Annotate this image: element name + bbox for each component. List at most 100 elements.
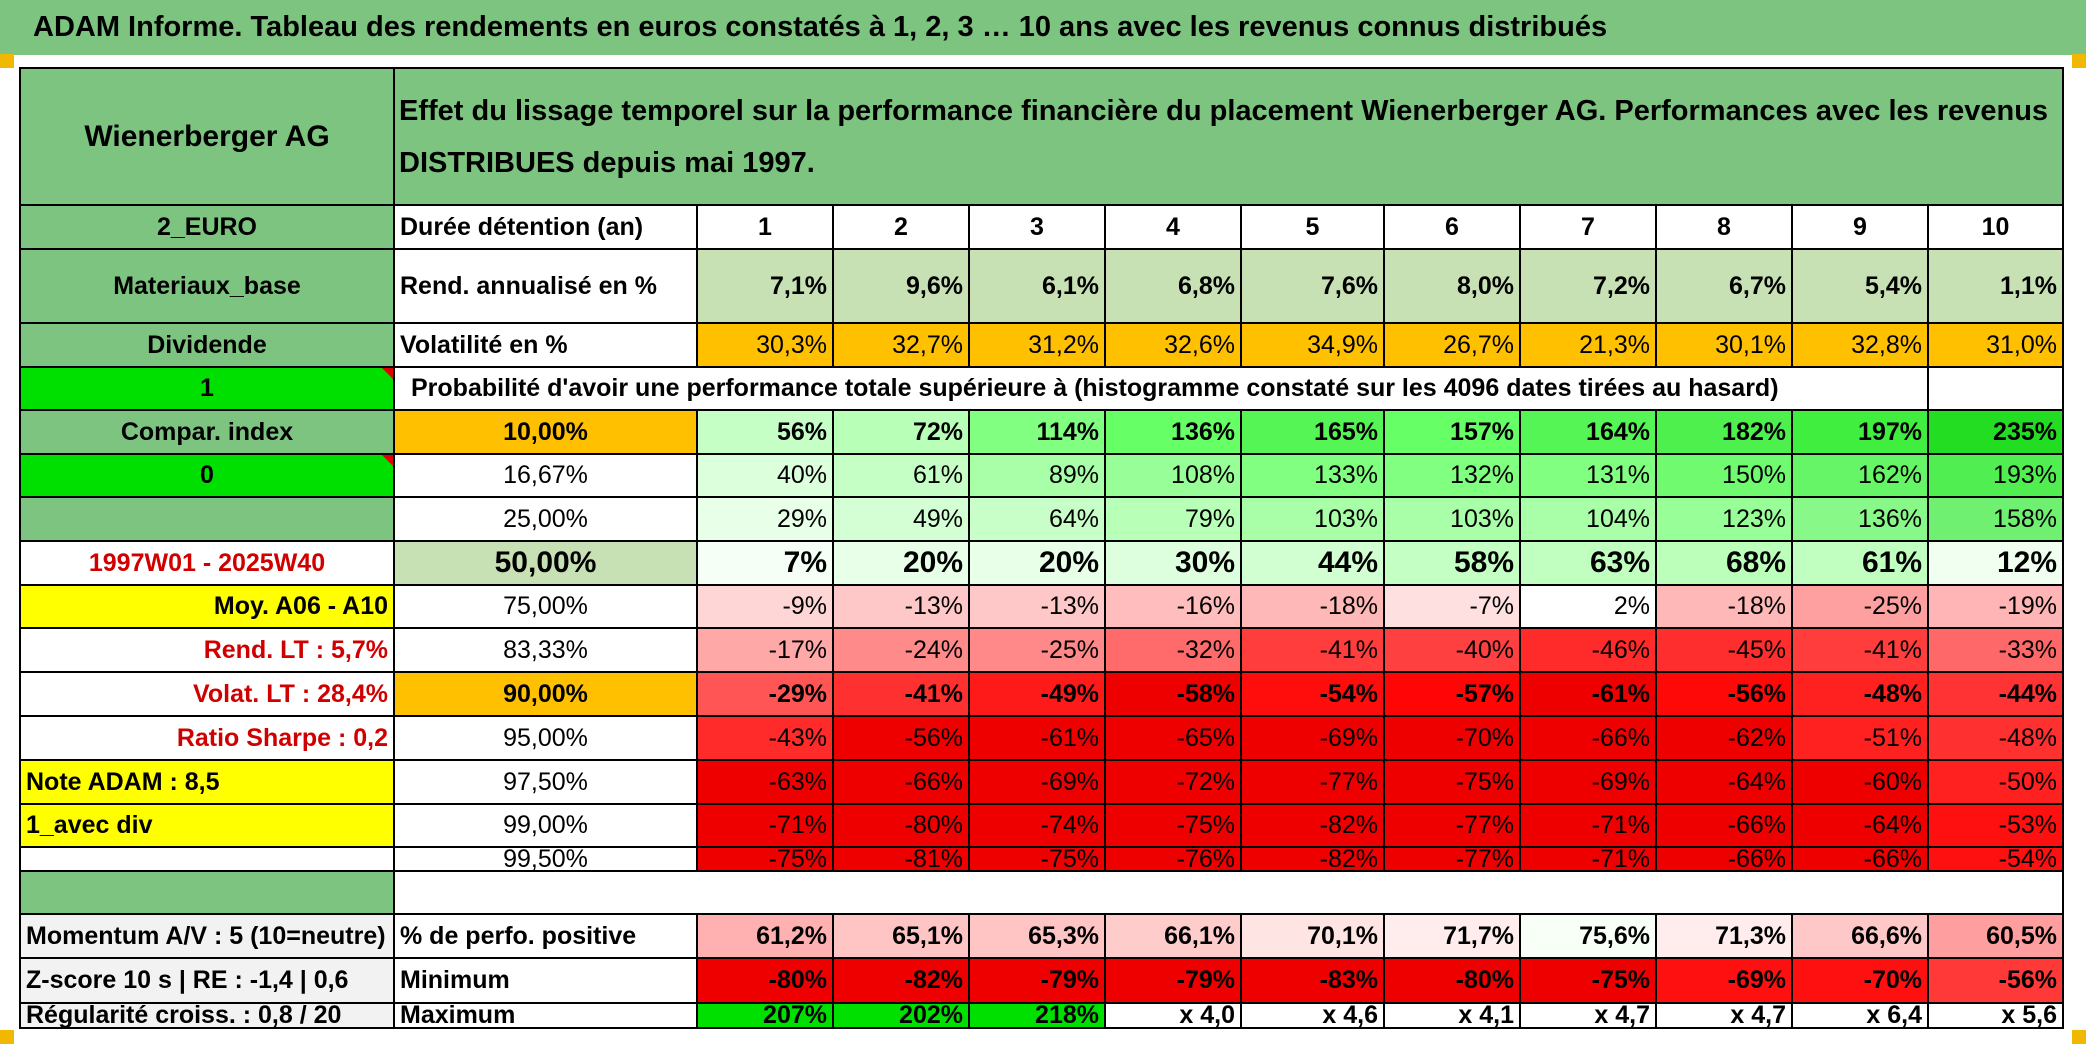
positive-label: % de perfo. positive <box>395 915 698 959</box>
volat-label: Volatilité en % <box>395 324 698 368</box>
minimum-value: -69% <box>1657 959 1793 1004</box>
quantile-value: -29% <box>698 673 834 717</box>
minimum-value: -82% <box>834 959 970 1004</box>
maximum-value: 202% <box>834 1004 970 1029</box>
quantile-value: -13% <box>834 586 970 629</box>
volat-value: 21,3% <box>1521 324 1657 368</box>
compar-index-label: Compar. index <box>21 411 395 455</box>
quantile-value: -41% <box>834 673 970 717</box>
quantile-value: -77% <box>1385 805 1521 848</box>
year-header: 4 <box>1106 206 1242 250</box>
quantile-value: -17% <box>698 629 834 673</box>
quantile-label: 10,00% <box>395 411 698 455</box>
quantile-value: 56% <box>698 411 834 455</box>
maximum-value: x 4,7 <box>1657 1004 1793 1029</box>
comment-marker-icon <box>382 455 393 466</box>
quantile-value: -77% <box>1385 848 1521 872</box>
positive-value: 71,7% <box>1385 915 1521 959</box>
avec-div-label: 1_avec div <box>21 805 395 848</box>
quantile-value: -65% <box>1106 717 1242 761</box>
volat-value: 26,7% <box>1385 324 1521 368</box>
quantile-value: 103% <box>1242 498 1385 542</box>
dividend-label: Dividende <box>21 324 395 368</box>
quantile-label: 99,00% <box>395 805 698 848</box>
comment-marker-icon <box>382 368 393 379</box>
quantile-value: 29% <box>698 498 834 542</box>
quantile-value: 63% <box>1521 542 1657 586</box>
volat-value: 30,3% <box>698 324 834 368</box>
quantile-value: -69% <box>1521 761 1657 805</box>
quantile-value: -9% <box>698 586 834 629</box>
rend-value: 9,6% <box>834 250 970 324</box>
quantile-value: -24% <box>834 629 970 673</box>
volat-value: 32,8% <box>1793 324 1929 368</box>
positive-value: 66,6% <box>1793 915 1929 959</box>
quantile-value: -54% <box>1929 848 2064 872</box>
positive-value: 66,1% <box>1106 915 1242 959</box>
proba-caption: Probabilité d'avoir une performance tota… <box>395 368 1929 411</box>
maximum-label: Maximum <box>395 1004 698 1029</box>
quantile-value: -60% <box>1793 761 1929 805</box>
quantile-value: 7% <box>698 542 834 586</box>
maximum-value: x 4,7 <box>1521 1004 1657 1029</box>
description: Effet du lissage temporel sur la perform… <box>395 69 2064 206</box>
quantile-value: 133% <box>1242 455 1385 498</box>
quantile-value: -71% <box>1521 805 1657 848</box>
quantile-value: -66% <box>1657 805 1793 848</box>
quantile-value: -62% <box>1657 717 1793 761</box>
quantile-value: -61% <box>970 717 1106 761</box>
maximum-value: x 4,6 <box>1242 1004 1385 1029</box>
quantile-value: 136% <box>1793 498 1929 542</box>
quantile-value: 68% <box>1657 542 1793 586</box>
quantile-value: 182% <box>1657 411 1793 455</box>
quantile-value: 2% <box>1521 586 1657 629</box>
quantile-value: 114% <box>970 411 1106 455</box>
quantile-value: -66% <box>1657 848 1793 872</box>
quantile-value: 20% <box>834 542 970 586</box>
quantile-value: -13% <box>970 586 1106 629</box>
quantile-value: -64% <box>1793 805 1929 848</box>
empty-cell <box>21 848 395 872</box>
quantile-value: -63% <box>698 761 834 805</box>
year-header: 9 <box>1793 206 1929 250</box>
spacer-cell <box>21 872 395 915</box>
quantile-label: 90,00% <box>395 673 698 717</box>
quantile-value: -40% <box>1385 629 1521 673</box>
quantile-value: -66% <box>834 761 970 805</box>
quantile-value: -58% <box>1106 673 1242 717</box>
year-header: 10 <box>1929 206 2064 250</box>
maximum-value: 207% <box>698 1004 834 1029</box>
flag-zero: 0 <box>21 455 395 498</box>
moy-label: Moy. A06 - A10 <box>21 586 395 629</box>
currency-label: 2_EURO <box>21 206 395 250</box>
rend-value: 7,1% <box>698 250 834 324</box>
quantile-value: -75% <box>970 848 1106 872</box>
quantile-value: 157% <box>1385 411 1521 455</box>
positive-value: 65,3% <box>970 915 1106 959</box>
rend-value: 6,7% <box>1657 250 1793 324</box>
rend-value: 5,4% <box>1793 250 1929 324</box>
quantile-label: 50,00% <box>395 542 698 586</box>
quantile-value: 61% <box>1793 542 1929 586</box>
quantile-value: -25% <box>970 629 1106 673</box>
rend-value: 7,2% <box>1521 250 1657 324</box>
quantile-value: 162% <box>1793 455 1929 498</box>
quantile-value: -56% <box>1657 673 1793 717</box>
quantile-value: 89% <box>970 455 1106 498</box>
quantile-value: 103% <box>1385 498 1521 542</box>
corner-marker <box>2072 54 2086 68</box>
quantile-value: -16% <box>1106 586 1242 629</box>
quantile-value: -71% <box>1521 848 1657 872</box>
quantile-value: -69% <box>970 761 1106 805</box>
quantile-value: 64% <box>970 498 1106 542</box>
corner-marker <box>0 54 14 68</box>
quantile-value: 197% <box>1793 411 1929 455</box>
rend-value: 8,0% <box>1385 250 1521 324</box>
quantile-value: -53% <box>1929 805 2064 848</box>
quantile-value: 108% <box>1106 455 1242 498</box>
quantile-value: -74% <box>970 805 1106 848</box>
quantile-value: -50% <box>1929 761 2064 805</box>
quantile-label: 25,00% <box>395 498 698 542</box>
quantile-value: 72% <box>834 411 970 455</box>
sharpe-label: Ratio Sharpe : 0,2 <box>21 717 395 761</box>
